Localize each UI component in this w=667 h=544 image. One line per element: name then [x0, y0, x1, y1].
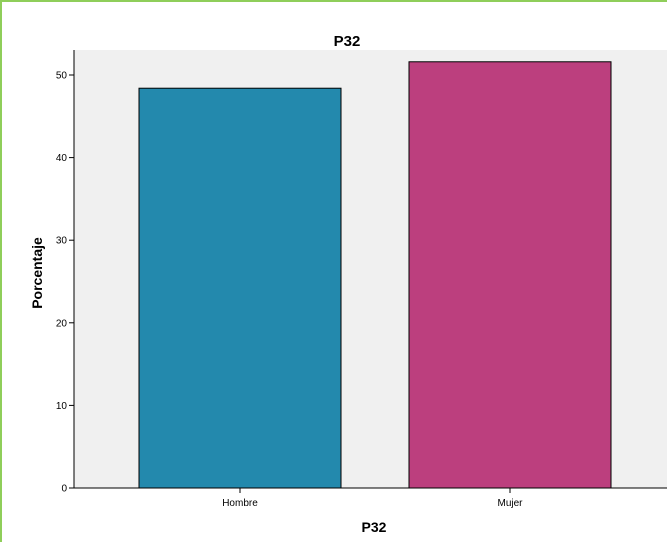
x-axis-ticks: Hombre Mujer [222, 488, 523, 509]
x-tick-label: Hombre [222, 498, 258, 509]
chart-title: P32 [334, 33, 361, 50]
y-tick-label: 50 [56, 71, 68, 82]
x-tick-label: Mujer [497, 498, 523, 509]
y-tick-label: 0 [61, 484, 67, 495]
y-axis-ticks: 0102030405060 [56, 71, 74, 495]
y-tick-label: 20 [56, 318, 68, 329]
x-axis-label: P32 [362, 519, 387, 535]
y-tick-label: 10 [56, 401, 68, 412]
bars [138, 61, 612, 489]
y-tick-label: 40 [56, 153, 68, 164]
y-tick-label: 30 [56, 236, 68, 247]
y-axis-label: Porcentaje [29, 237, 45, 309]
bar-mujer [408, 61, 612, 489]
bar-hombre [138, 87, 342, 489]
